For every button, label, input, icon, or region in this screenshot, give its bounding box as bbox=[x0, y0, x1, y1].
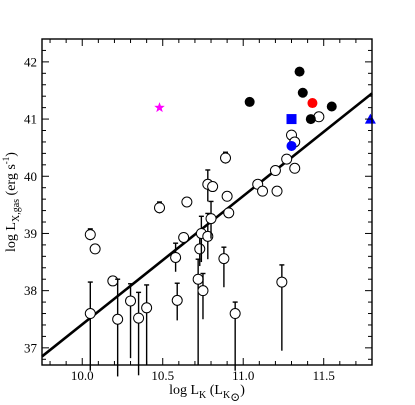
data-point bbox=[170, 251, 182, 263]
data-point bbox=[84, 308, 96, 320]
data-point bbox=[286, 114, 297, 125]
data-point bbox=[202, 230, 214, 242]
x-tick-label: 11.5 bbox=[313, 368, 335, 383]
data-point bbox=[141, 302, 153, 314]
data-point bbox=[294, 66, 305, 77]
data-point bbox=[181, 196, 193, 208]
data-point bbox=[194, 243, 206, 255]
data-point bbox=[125, 295, 137, 307]
data-point bbox=[229, 308, 241, 320]
data-point bbox=[297, 87, 308, 98]
data-point bbox=[221, 190, 233, 202]
data-point bbox=[326, 101, 337, 112]
chart-marks bbox=[41, 66, 376, 377]
y-tick-label: 42 bbox=[24, 54, 37, 69]
data-point bbox=[112, 313, 124, 325]
data-point bbox=[276, 276, 288, 288]
x-tick-label: 10.5 bbox=[151, 368, 174, 383]
data-point bbox=[218, 253, 230, 265]
data-point bbox=[244, 96, 255, 107]
data-point bbox=[197, 285, 209, 297]
data-point bbox=[220, 152, 232, 164]
data-point bbox=[89, 243, 101, 255]
data-point bbox=[271, 185, 283, 197]
y-tick-label: 37 bbox=[24, 340, 38, 355]
data-point bbox=[192, 273, 204, 285]
x-tick-label: 11.0 bbox=[232, 368, 254, 383]
fit-line bbox=[41, 92, 373, 358]
data-point bbox=[205, 213, 217, 225]
y-axis-label: log LX,gas (erg s-1) bbox=[1, 152, 22, 252]
data-point bbox=[207, 181, 219, 193]
x-tick-label: 10.0 bbox=[71, 368, 94, 383]
data-point bbox=[269, 165, 281, 177]
data-point bbox=[286, 140, 297, 151]
data-point bbox=[154, 102, 165, 113]
data-point bbox=[171, 294, 183, 306]
y-tick-label: 38 bbox=[24, 283, 37, 298]
data-point bbox=[307, 98, 318, 109]
y-tick-label: 40 bbox=[24, 169, 37, 184]
data-point bbox=[281, 153, 293, 165]
axis-ticks: 10.0 10.5 11.0 11.5 37 38 39 40 41 42 bbox=[24, 39, 373, 383]
data-point bbox=[223, 207, 235, 219]
data-point bbox=[257, 185, 269, 197]
data-point bbox=[107, 275, 119, 287]
y-tick-label: 41 bbox=[24, 112, 37, 127]
x-axis-label: log LK (LK⊙) bbox=[169, 383, 245, 404]
data-point bbox=[289, 162, 301, 174]
data-point bbox=[154, 202, 166, 214]
data-point bbox=[84, 229, 96, 241]
data-point bbox=[305, 114, 316, 125]
plot-frame bbox=[41, 38, 373, 366]
y-tick-label: 39 bbox=[24, 226, 37, 241]
data-point bbox=[133, 312, 145, 324]
data-point bbox=[178, 231, 190, 243]
